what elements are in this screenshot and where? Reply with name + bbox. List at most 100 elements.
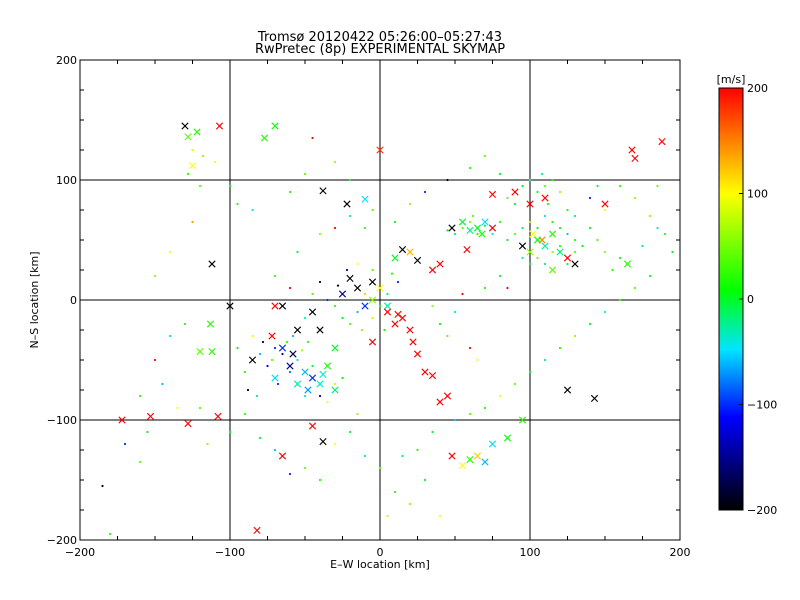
meteor-dot [513, 382, 517, 386]
meteor-cross [443, 392, 452, 400]
meteor-dot [438, 514, 442, 518]
meteor-dot [273, 448, 277, 452]
meteor-dot [573, 250, 577, 254]
chart-title: Tromsø 20120422 05:26:00–05:27:43 [257, 30, 502, 45]
meteor-dot [306, 340, 310, 344]
axis-ticks [80, 60, 680, 540]
meteor-cross [529, 230, 537, 238]
meteor-cross [319, 438, 327, 446]
meteor-dot [356, 412, 359, 416]
meteor-cross [473, 452, 482, 460]
meteor-dot [506, 238, 509, 242]
meteor-dot [348, 430, 352, 434]
meteor-dot [258, 436, 262, 440]
meteor-cross [481, 458, 489, 466]
meteor-cross [518, 416, 527, 424]
meteor-cross [331, 344, 339, 352]
meteor-dot [431, 430, 434, 434]
meteor-dot [236, 346, 239, 350]
meteor-cross [571, 260, 579, 268]
meteor-dot [251, 208, 254, 212]
meteor-cross [466, 456, 474, 464]
meteor-dot [285, 340, 289, 344]
colorbar-tick-label: 0 [747, 293, 754, 306]
meteor-cross [383, 308, 392, 316]
meteor-dot [551, 178, 554, 182]
meteor-cross [253, 526, 261, 534]
meteor-cross [511, 188, 519, 196]
meteor-dot [303, 316, 307, 320]
meteor-cross [413, 256, 422, 264]
meteor-dot [273, 346, 277, 350]
meteor-cross [278, 452, 287, 460]
meteor-dot [191, 148, 194, 152]
meteor-cross [428, 266, 437, 274]
meteor-dot [123, 442, 127, 446]
meteor-dot [408, 502, 412, 506]
meteor-dot [528, 220, 532, 224]
meteor-dot [596, 184, 599, 188]
meteor-cross [343, 200, 351, 208]
meteor-cross [473, 224, 482, 232]
meteor-cross [448, 452, 456, 460]
meteor-dot [206, 442, 209, 446]
meteor-dot [498, 172, 502, 176]
meteor-cross [413, 350, 422, 358]
meteor-dot [356, 310, 359, 314]
meteor-cross [448, 224, 456, 232]
meteor-dot [288, 472, 292, 476]
meteor-cross [526, 248, 534, 256]
y-tick-label: −200 [47, 534, 77, 547]
meteor-dot [303, 466, 307, 470]
meteor-cross [548, 230, 557, 238]
meteor-dot [281, 352, 284, 356]
meteor-dot [513, 232, 517, 236]
chart-subtitle: RwPretec (8p) EXPERIMENTAL SKYMAP [255, 42, 505, 57]
meteor-dot [146, 430, 149, 434]
meteor-cross [316, 326, 324, 334]
meteor-dot [536, 226, 539, 230]
meteor-dot [341, 316, 344, 320]
meteor-dot [153, 358, 157, 362]
meteor-cross [488, 440, 497, 448]
meteor-dot [573, 238, 577, 242]
meteor-cross [293, 380, 302, 388]
meteor-dot [498, 394, 502, 398]
meteor-cross [368, 296, 377, 304]
meteor-dot [540, 172, 544, 176]
meteor-dot [336, 284, 340, 287]
meteor-cross [208, 348, 216, 356]
meteor-dot [386, 292, 389, 296]
meteor-dot [393, 490, 397, 494]
x-tick-label: 200 [670, 546, 691, 559]
meteor-dot [536, 256, 539, 260]
meteor-cross [193, 128, 201, 136]
meteor-cross [503, 434, 512, 442]
meteor-dot [273, 274, 277, 278]
meteor-dot [326, 400, 329, 404]
meteor-cross [319, 187, 327, 195]
meteor-dot [326, 298, 329, 302]
meteor-dot [528, 178, 532, 182]
meteor-dot [573, 334, 577, 338]
meteor-dot [446, 229, 449, 232]
meteor-cross [518, 242, 527, 250]
meteor-dot [348, 322, 352, 326]
y-tick-label: 100 [56, 174, 77, 187]
meteor-cross [368, 278, 377, 286]
meteor-dot [348, 214, 352, 218]
meteor-dot [393, 220, 397, 224]
meteor-dot [536, 190, 539, 194]
meteor-dot [333, 160, 337, 164]
meteor-cross [391, 320, 399, 328]
meteor-dot [453, 418, 457, 422]
meteor-dot [383, 328, 386, 332]
meteor-dot [558, 346, 562, 350]
meteor-dot [543, 214, 547, 218]
meteor-dot [236, 202, 239, 206]
meteor-cross [541, 242, 549, 250]
meteor-dot [291, 334, 295, 338]
meteor-cross [319, 370, 327, 378]
meteor-cross [215, 122, 224, 130]
meteor-cross [436, 260, 444, 268]
